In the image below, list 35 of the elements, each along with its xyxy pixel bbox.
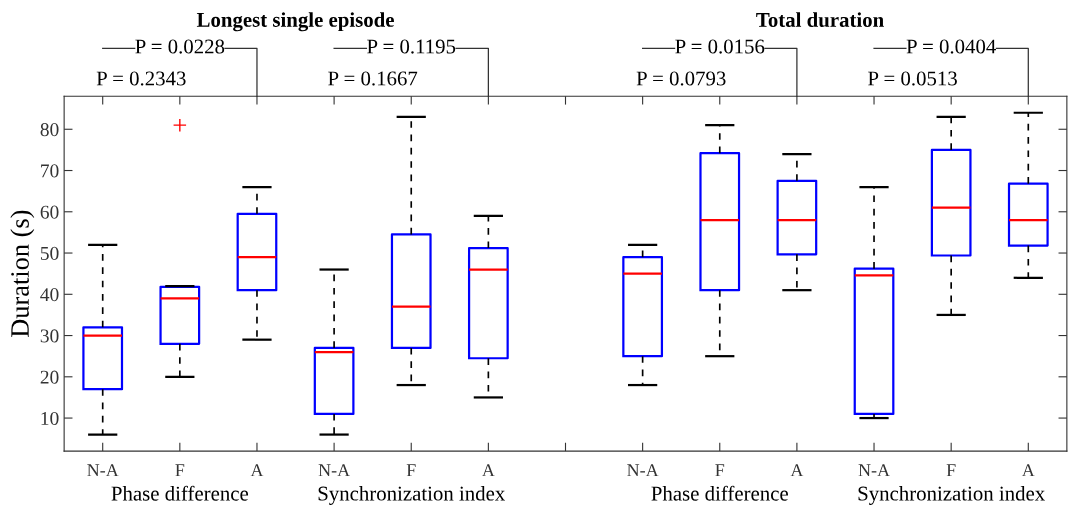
text: Phase difference bbox=[651, 485, 788, 501]
text: Synchronization index bbox=[858, 485, 1045, 505]
y-axis-title: Duration (s) bbox=[10, 210, 35, 338]
text: Total duration bbox=[756, 12, 884, 28]
y-tick-label: 60 bbox=[40, 205, 59, 219]
text: P = 0.0404 bbox=[906, 39, 996, 54]
x-tick-label: N-A bbox=[627, 464, 659, 477]
text: P = 0.1667 bbox=[328, 71, 418, 86]
y-tick-label: 30 bbox=[40, 329, 59, 343]
y-tick-label: 80 bbox=[40, 123, 59, 137]
text: P = 0.0228 bbox=[135, 39, 225, 54]
x-tick-label: N-A bbox=[318, 464, 351, 477]
y-tick-label: 70 bbox=[41, 164, 59, 178]
text: P = 0.0156 bbox=[675, 39, 765, 54]
text: P = 0.2343 bbox=[96, 71, 186, 86]
text: Longest single episode bbox=[196, 12, 394, 32]
text: P = 0.0513 bbox=[868, 71, 957, 86]
x-tick-label: F bbox=[715, 464, 725, 477]
x-tick-label: A bbox=[1021, 464, 1035, 477]
x-tick-label: N-A bbox=[87, 464, 119, 477]
x-tick-label: F bbox=[406, 464, 416, 477]
x-tick-label: A bbox=[790, 464, 804, 477]
text: P = 0.0793 bbox=[636, 71, 726, 86]
x-tick-label: A bbox=[482, 464, 495, 477]
text: P = 0.1195 bbox=[367, 39, 456, 54]
y-tick-label: 40 bbox=[40, 288, 59, 302]
x-tick-label: F bbox=[946, 464, 956, 477]
text: Synchronization index bbox=[318, 485, 505, 505]
y-tick-label: 50 bbox=[40, 246, 59, 260]
x-tick-label: A bbox=[250, 464, 264, 477]
x-tick-label: N-A bbox=[858, 464, 890, 477]
text: Phase difference bbox=[111, 485, 249, 501]
x-tick-label: F bbox=[175, 464, 185, 477]
y-tick-label: 20 bbox=[40, 370, 59, 384]
y-tick-label: 10 bbox=[41, 411, 59, 425]
